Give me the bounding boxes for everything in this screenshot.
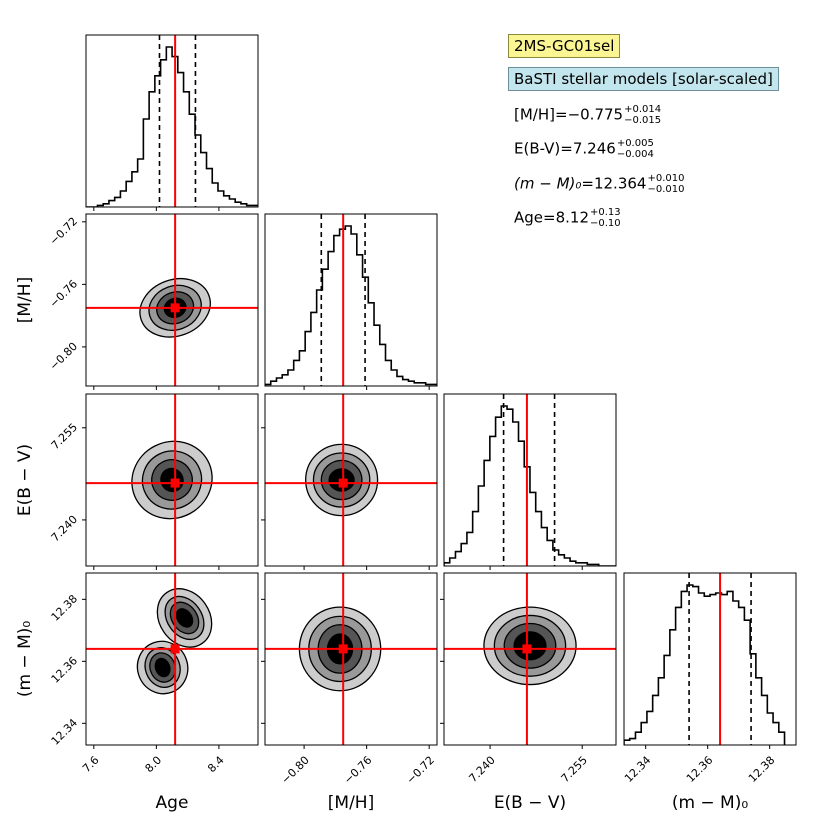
- best-marker-mh-ebv: [338, 478, 348, 488]
- result-ebv-value: 7.246: [572, 139, 616, 158]
- result-mh: [M/H]=−0.775 +0.014 −0.015: [514, 104, 662, 126]
- panel-frame-3-3: [623, 572, 797, 746]
- x-axis-label-dm: (m − M)₀: [672, 793, 749, 813]
- panel-frame-0-1: [85, 213, 259, 387]
- x-tick-label-ebv: 7.255: [559, 754, 590, 785]
- x-tick-label-mh: −0.72: [404, 754, 437, 787]
- result-dm-lower: −0.010: [647, 184, 685, 195]
- best-marker-ebv-dm: [522, 644, 532, 654]
- histogram-mh: [265, 225, 437, 386]
- hist-panel-dm: [624, 573, 786, 745]
- result-dm-upper: +0.010: [647, 173, 685, 184]
- result-dm: (m − M)₀=12.364 +0.010 −0.010: [514, 173, 685, 195]
- panel-frame-1-1: [264, 213, 438, 387]
- y-tick-label-dm: 12.36: [49, 654, 80, 685]
- result-age-name: Age: [514, 208, 544, 227]
- result-age-upper: +0.13: [590, 207, 621, 218]
- x-tick-label-dm: 12.38: [746, 754, 777, 785]
- result-ebv-lower: −0.004: [616, 149, 654, 160]
- x-tick-label-dm: 12.36: [684, 754, 715, 785]
- result-mh-upper: +0.014: [624, 104, 662, 115]
- result-age-value: 8.12: [555, 208, 589, 227]
- x-tick-label-mh: −0.80: [279, 754, 312, 787]
- x-tick-label-ebv: 7.240: [466, 754, 497, 785]
- result-ebv: E(B-V)=7.246 +0.005 −0.004: [514, 138, 654, 160]
- result-ebv-upper: +0.005: [616, 138, 654, 149]
- panel-frame-0-0: [85, 34, 259, 208]
- model-label-badge: BaSTI stellar models [solar-scaled]: [508, 67, 779, 91]
- result-age: Age=8.12 +0.13 −0.10: [514, 207, 621, 229]
- panel-frame-1-3: [264, 572, 438, 746]
- best-marker-age-ebv: [170, 478, 180, 488]
- y-tick-label-ebv: 7.255: [49, 421, 80, 452]
- contour-panel-mh-ebv: [265, 394, 437, 566]
- x-axis-label-mh: [M/H]: [328, 793, 374, 813]
- x-tick-label-age: 8.0: [143, 754, 165, 776]
- run-label-badge: 2MS-GC01sel: [508, 34, 621, 58]
- contour-core-age-dm-1: [154, 657, 171, 678]
- histogram-ebv: [444, 405, 616, 566]
- panel-frame-0-2: [85, 393, 259, 567]
- y-tick-label-mh: −0.72: [47, 215, 80, 248]
- x-tick-label-dm: 12.34: [622, 754, 653, 785]
- histogram-age: [86, 46, 258, 207]
- best-marker-age-dm: [170, 644, 180, 654]
- hist-panel-ebv: [444, 394, 616, 566]
- y-tick-label-ebv: 7.240: [49, 513, 80, 544]
- x-axis-label-age: Age: [156, 793, 189, 813]
- y-axis-label-mh: [M/H]: [15, 277, 35, 323]
- y-axis-label-dm: (m − M)₀: [15, 621, 35, 698]
- contour-panel-age-dm: [86, 573, 258, 745]
- y-tick-label-dm: 12.38: [49, 592, 80, 623]
- hist-panel-age: [86, 35, 258, 207]
- result-age-lower: −0.10: [590, 218, 621, 229]
- x-axis-label-ebv: E(B − V): [494, 793, 566, 813]
- result-ebv-name: E(B-V): [514, 139, 561, 158]
- panel-frame-0-3: [85, 572, 259, 746]
- y-tick-label-mh: −0.80: [47, 340, 80, 373]
- histogram-dm: [624, 584, 786, 745]
- y-axis-label-ebv: E(B − V): [15, 444, 35, 516]
- contour-panel-age-mh: [86, 214, 258, 386]
- result-dm-name: (m − M)₀: [514, 174, 582, 193]
- result-mh-name: [M/H]: [514, 105, 555, 124]
- panel-frame-2-2: [443, 393, 617, 567]
- y-tick-label-dm: 12.34: [49, 716, 80, 747]
- contour-panel-age-ebv: [86, 394, 258, 566]
- panel-frame-2-3: [443, 572, 617, 746]
- best-marker-age-mh: [170, 303, 180, 313]
- x-tick-label-mh: −0.76: [341, 754, 374, 787]
- y-tick-label-mh: −0.76: [47, 277, 80, 310]
- hist-panel-mh: [265, 214, 437, 386]
- x-tick-label-age: 7.6: [80, 754, 102, 776]
- contour-core-age-dm-0: [175, 608, 194, 628]
- result-mh-value: −0.775: [567, 105, 624, 124]
- panel-frame-1-2: [264, 393, 438, 567]
- best-marker-mh-dm: [338, 644, 348, 654]
- x-tick-label-age: 8.4: [205, 754, 227, 776]
- result-mh-lower: −0.015: [624, 115, 662, 126]
- contour-panel-mh-dm: [265, 573, 437, 745]
- result-dm-value: 12.364: [593, 174, 647, 193]
- contour-panel-ebv-dm: [444, 573, 616, 745]
